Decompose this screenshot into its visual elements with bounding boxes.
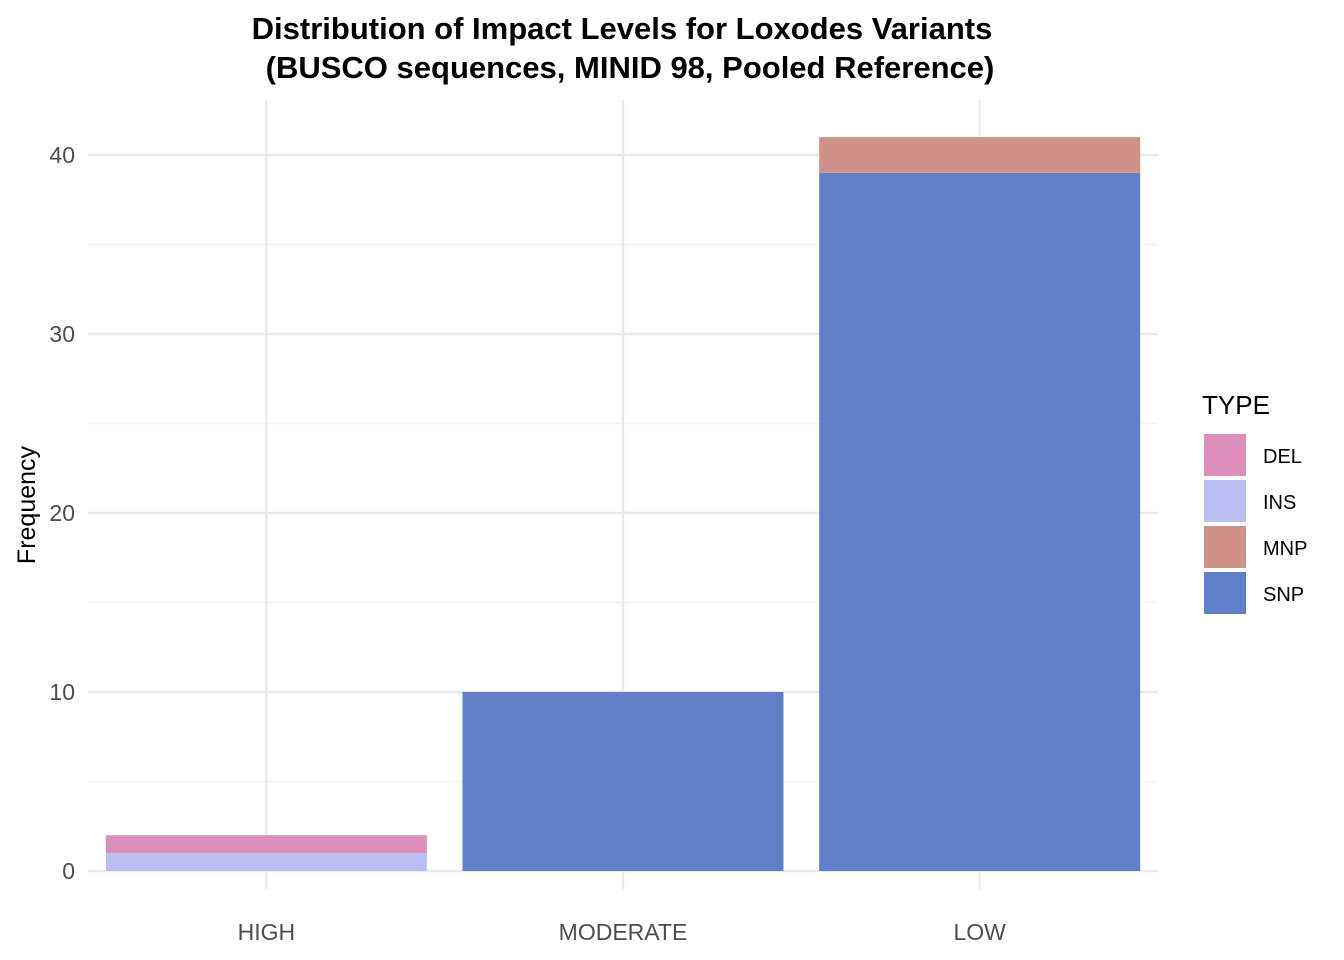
bar-moderate-snp [462, 692, 784, 871]
y-tick-label: 0 [62, 858, 75, 884]
bars [105, 137, 1141, 871]
y-tick-label: 20 [49, 500, 75, 526]
legend-label-snp: SNP [1263, 584, 1304, 606]
y-tick-label: 30 [49, 321, 75, 347]
x-tick-label: LOW [953, 919, 1006, 945]
y-axis-ticks: 0 10 20 30 40 [49, 142, 75, 884]
bar-high-del [105, 835, 427, 854]
legend-label-del: DEL [1263, 446, 1302, 468]
x-axis-ticks: HIGH MODERATE LOW [238, 919, 1007, 945]
legend-label-mnp: MNP [1263, 538, 1307, 560]
legend-title: TYPE [1202, 390, 1270, 420]
bar-high-ins [105, 853, 427, 871]
x-tick-label: HIGH [238, 919, 296, 945]
bar-low-snp [819, 172, 1141, 871]
legend-swatch-ins [1204, 480, 1246, 522]
legend-swatch-mnp [1204, 526, 1246, 568]
legend-swatch-snp [1204, 572, 1246, 614]
legend: TYPE DEL INS MNP SNP [1202, 390, 1307, 614]
chart-subtitle: (BUSCO sequences, MINID 98, Pooled Refer… [266, 50, 995, 85]
y-tick-label: 10 [49, 679, 75, 705]
bar-low-mnp [819, 137, 1141, 173]
legend-label-ins: INS [1263, 492, 1296, 514]
y-tick-label: 40 [49, 142, 75, 168]
legend-swatch-del [1204, 434, 1246, 476]
chart-title: Distribution of Impact Levels for Loxode… [252, 11, 993, 46]
legend-items: DEL INS MNP SNP [1204, 434, 1307, 614]
y-axis-title: Frequency [13, 445, 41, 564]
x-tick-label: MODERATE [559, 919, 688, 945]
